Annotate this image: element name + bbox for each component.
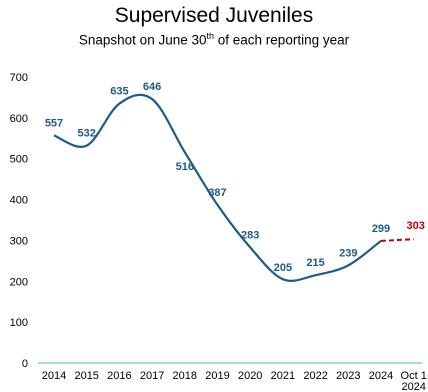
x-tick-label: 2014	[42, 370, 66, 382]
x-tick-label: 2019	[205, 370, 229, 382]
series-line-projection	[381, 239, 414, 241]
y-tick-label: 300	[10, 235, 28, 247]
y-tick-label: 400	[10, 195, 28, 207]
y-tick-label: 500	[10, 154, 28, 166]
data-label: 532	[78, 128, 96, 140]
x-tick-label: 2020	[238, 370, 262, 382]
y-tick-label: 700	[10, 72, 28, 84]
x-tick-label: 2023	[336, 370, 360, 382]
x-tick-label: 2024	[369, 370, 393, 382]
y-tick-label: 600	[10, 113, 28, 125]
y-tick-label: 100	[10, 317, 28, 329]
x-tick-label: 2015	[74, 370, 98, 382]
x-tick-label: 2018	[173, 370, 197, 382]
x-tick-label: Oct 1 2024	[401, 370, 427, 392]
data-label: 635	[110, 86, 128, 98]
y-tick-label: 200	[10, 276, 28, 288]
x-tick-label: 2017	[140, 370, 164, 382]
data-label: 646	[143, 81, 161, 93]
data-label: 283	[241, 229, 259, 241]
data-label: 557	[45, 117, 63, 129]
x-tick-label: 2022	[303, 370, 327, 382]
x-tick-label: 2016	[107, 370, 131, 382]
x-tick-label: 2021	[271, 370, 295, 382]
data-label: 205	[274, 262, 292, 274]
data-label: 387	[208, 187, 226, 199]
data-label: 516	[176, 161, 194, 173]
data-label-projection: 303	[407, 220, 425, 232]
data-label: 215	[306, 257, 324, 269]
data-label: 239	[339, 247, 357, 259]
data-label: 299	[372, 223, 390, 235]
y-tick-label: 0	[22, 358, 28, 370]
